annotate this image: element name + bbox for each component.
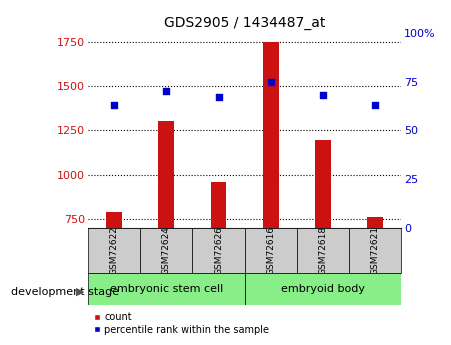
Bar bbox=[211, 181, 226, 228]
Text: GSM72618: GSM72618 bbox=[318, 226, 327, 275]
Text: GSM72622: GSM72622 bbox=[110, 226, 119, 275]
Bar bbox=[349, 228, 401, 273]
Bar bbox=[158, 121, 174, 228]
Bar bbox=[140, 228, 193, 273]
Legend: count, percentile rank within the sample: count, percentile rank within the sample bbox=[93, 312, 270, 335]
Point bbox=[110, 102, 118, 108]
Bar bbox=[315, 140, 331, 228]
Text: GSM72616: GSM72616 bbox=[266, 226, 275, 275]
Text: GSM72621: GSM72621 bbox=[371, 226, 380, 275]
Bar bbox=[88, 228, 140, 273]
Text: embryoid body: embryoid body bbox=[281, 284, 365, 294]
Point bbox=[319, 92, 327, 98]
Bar bbox=[297, 228, 349, 273]
Text: embryonic stem cell: embryonic stem cell bbox=[110, 284, 223, 294]
Title: GDS2905 / 1434487_at: GDS2905 / 1434487_at bbox=[164, 16, 325, 30]
Text: GSM72626: GSM72626 bbox=[214, 226, 223, 275]
Point bbox=[267, 79, 274, 84]
Bar bbox=[244, 273, 401, 305]
Point bbox=[215, 94, 222, 100]
Text: ▶: ▶ bbox=[76, 287, 84, 296]
Point bbox=[163, 88, 170, 94]
Bar bbox=[106, 212, 122, 228]
Bar bbox=[193, 228, 244, 273]
Point bbox=[372, 102, 379, 108]
Bar bbox=[368, 217, 383, 228]
Bar bbox=[263, 42, 279, 228]
Bar bbox=[244, 228, 297, 273]
Text: development stage: development stage bbox=[11, 287, 120, 296]
Bar bbox=[88, 273, 244, 305]
Text: GSM72624: GSM72624 bbox=[162, 226, 171, 275]
